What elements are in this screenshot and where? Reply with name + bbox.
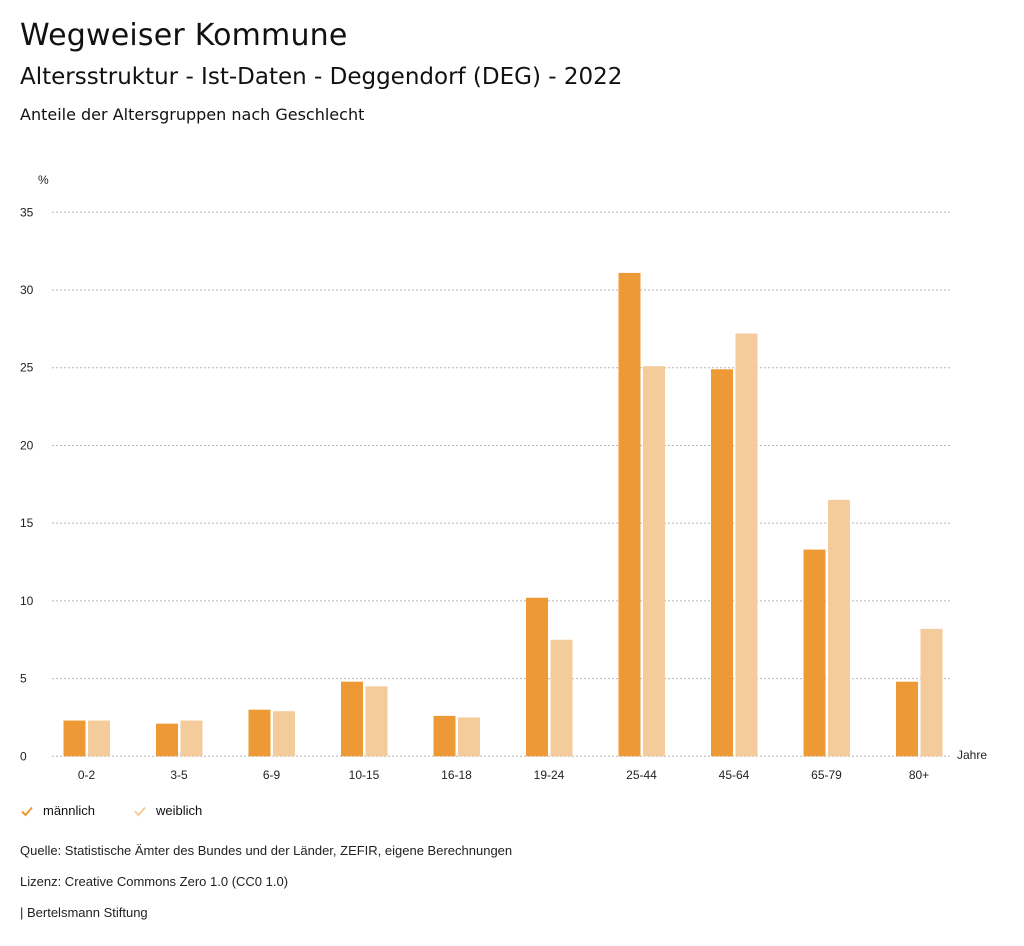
y-tick-label: 30: [20, 283, 34, 297]
y-tick-label: 35: [20, 205, 34, 219]
y-tick-label: 0: [20, 749, 27, 763]
x-tick-label: 45-64: [719, 768, 750, 782]
y-tick-label: 15: [20, 516, 34, 530]
bar-female-0-2[interactable]: [88, 720, 110, 757]
legend-item-female[interactable]: weiblich: [133, 803, 202, 818]
x-tick-label: 16-18: [441, 768, 472, 782]
y-tick-labels: 0 5 10 15 20 25 30 35: [20, 205, 34, 763]
chart-title: Anteile der Altersgruppen nach Geschlech…: [20, 105, 365, 124]
legend-item-male[interactable]: männlich: [20, 803, 95, 818]
bar-chart: % 0 5 10 15 20 25 30 35 0-2 3-5 6-9 10-15 16-18 19-2…: [20, 173, 987, 782]
bar-female-65-79[interactable]: [828, 499, 850, 757]
y-tick-label: 5: [20, 672, 27, 686]
x-tick-label: 19-24: [534, 768, 565, 782]
bar-female-80+[interactable]: [920, 628, 943, 757]
legend-label: weiblich: [156, 803, 203, 818]
x-tick-label: 10-15: [349, 768, 380, 782]
x-axis-label: Jahre: [957, 748, 987, 762]
x-tick-label: 25-44: [626, 768, 657, 782]
y-tick-label: 25: [20, 361, 34, 375]
bar-female-10-15[interactable]: [365, 686, 388, 757]
x-tick-label: 3-5: [170, 768, 188, 782]
check-icon: [134, 806, 146, 816]
bar-female-45-64[interactable]: [735, 333, 758, 757]
bar-male-25-44[interactable]: [618, 272, 641, 757]
bars: [63, 272, 943, 757]
bar-male-3-5[interactable]: [156, 723, 178, 757]
x-tick-label: 0-2: [78, 768, 96, 782]
y-tick-label: 10: [20, 594, 34, 608]
bar-male-0-2[interactable]: [63, 720, 86, 757]
bar-female-19-24[interactable]: [550, 639, 573, 757]
chart-subtitle: Altersstruktur - Ist-Daten - Deggendorf …: [20, 64, 623, 90]
x-tick-label: 6-9: [263, 768, 281, 782]
legend: männlich weiblich: [20, 803, 240, 818]
legend-label: männlich: [43, 803, 96, 818]
bar-female-25-44[interactable]: [643, 366, 665, 757]
brand-note: | Bertelsmann Stiftung: [20, 905, 148, 920]
check-icon: [21, 806, 33, 816]
bar-male-80+[interactable]: [896, 681, 918, 757]
x-tick-label: 80+: [909, 768, 929, 782]
bar-male-65-79[interactable]: [803, 549, 826, 757]
gridlines: [52, 211, 952, 757]
bar-female-3-5[interactable]: [180, 720, 203, 757]
x-tick-labels: 0-2 3-5 6-9 10-15 16-18 19-24 25-44 45-64 65-79 8…: [78, 768, 929, 782]
bar-male-19-24[interactable]: [526, 597, 548, 757]
license-note: Lizenz: Creative Commons Zero 1.0 (CC0 1…: [20, 874, 289, 889]
source-note: Quelle: Statistische Ämter des Bundes un…: [20, 843, 513, 858]
bar-female-16-18[interactable]: [458, 717, 480, 757]
bar-male-45-64[interactable]: [711, 369, 733, 757]
y-tick-label: 20: [20, 438, 34, 452]
bar-male-16-18[interactable]: [433, 715, 456, 757]
bar-male-10-15[interactable]: [341, 681, 363, 757]
x-tick-label: 65-79: [811, 768, 842, 782]
y-axis-label: %: [38, 173, 49, 187]
app-title: Wegweiser Kommune: [20, 18, 348, 53]
bar-male-6-9[interactable]: [248, 709, 271, 757]
bar-female-6-9[interactable]: [273, 711, 295, 757]
